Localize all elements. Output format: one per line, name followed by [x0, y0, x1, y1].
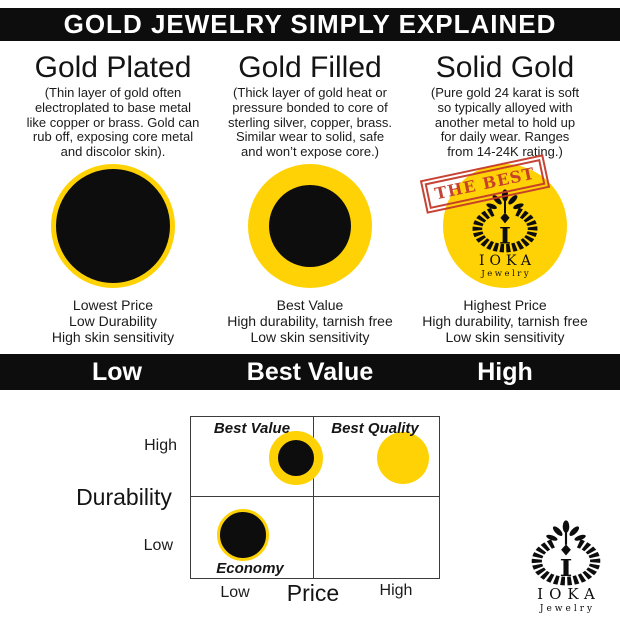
ioka-logo-corner: IOKA Jewelry — [516, 520, 616, 615]
scale-label-low: Low — [92, 358, 142, 386]
column-description: (Thick layer of gold heat or pressure bo… — [207, 85, 413, 160]
column-gold-filled: Gold Filled (Thick layer of gold heat or… — [207, 52, 413, 345]
scale-label-best-value: Best Value — [246, 358, 374, 386]
summary-line: High skin sensitivity — [51, 328, 175, 345]
title-banner: GOLD JEWELRY SIMPLY EXPLAINED — [0, 8, 620, 41]
column-summary: Lowest Price Low Durability High skin se… — [10, 297, 216, 345]
scale-label-high: High — [477, 358, 533, 386]
ioka-crest-icon — [529, 520, 603, 586]
label-best-quality: Best Quality — [331, 420, 419, 437]
summary-line: High durability, tarnish free — [422, 312, 588, 329]
column-description: (Pure gold 24 karat is soft so typically… — [402, 85, 608, 160]
x-axis-title: Price — [286, 580, 340, 606]
column-summary: Highest Price High durability, tarnish f… — [402, 297, 608, 345]
point-best-quality — [377, 432, 429, 484]
summary-line: Highest Price — [463, 296, 547, 313]
chart-divider-vertical — [313, 416, 314, 579]
summary-line: Low Durability — [69, 312, 157, 329]
description-line: for daily wear. Ranges — [440, 129, 570, 145]
ioka-logo-subtitle: Jewelry — [539, 604, 596, 614]
ioka-logo-subtitle: Jewelry — [481, 268, 532, 279]
column-heading: Gold Filled — [238, 51, 382, 84]
gold-filled-circle-icon — [248, 163, 372, 288]
description-line: electroplated to base metal — [34, 99, 192, 115]
label-best-value: Best Value — [213, 420, 291, 437]
description-line: pressure bonded to core of — [232, 99, 388, 115]
point-best-value — [269, 431, 323, 485]
chart-frame — [190, 416, 440, 579]
column-description: (Thin layer of gold often electroplated … — [10, 85, 216, 160]
ioka-logo-badge: IOKA Jewelry — [443, 164, 567, 288]
description-line: sterling silver, copper, brass. — [227, 114, 393, 130]
core-metal-circle — [269, 184, 351, 267]
description-line: Similar wear to solid, safe — [235, 129, 385, 145]
description-line: (Pure gold 24 karat is soft — [430, 85, 580, 100]
gold-ratio-figure — [207, 163, 413, 288]
description-line: and won’t expose core.) — [240, 144, 380, 160]
gold-ratio-figure: IOKA Jewelry THE BEST — [402, 154, 608, 288]
column-heading: Gold Plated — [34, 51, 192, 84]
summary-line: High durability, tarnish free — [227, 312, 393, 329]
description-line: so typically alloyed with — [437, 99, 573, 115]
description-line: another metal to hold up — [434, 114, 576, 130]
summary-line: Low skin sensitivity — [445, 328, 565, 345]
gold-ratio-figure — [10, 163, 216, 288]
column-solid-gold: Solid Gold (Pure gold 24 karat is soft s… — [402, 52, 608, 345]
description-line: rub off, exposing core metal — [32, 129, 194, 145]
label-economy: Economy — [216, 560, 284, 577]
gold-plated-circle-icon — [51, 163, 175, 288]
ioka-logo-name: IOKA — [537, 585, 601, 603]
y-axis-title: Durability — [76, 484, 172, 510]
solid-gold-circle-icon: IOKA Jewelry THE BEST — [419, 154, 567, 288]
column-heading: Solid Gold — [435, 51, 575, 84]
x-tick-high: High — [379, 582, 413, 599]
page-title: GOLD JEWELRY SIMPLY EXPLAINED — [63, 9, 557, 39]
description-line: like copper or brass. Gold can — [26, 114, 200, 130]
y-tick-high: High — [144, 437, 177, 454]
column-gold-plated: Gold Plated (Thin layer of gold often el… — [10, 52, 216, 345]
ioka-logo-name: IOKA — [478, 252, 536, 269]
description-line: (Thin layer of gold often — [44, 85, 182, 100]
description-line: and discolor skin). — [60, 144, 166, 160]
point-economy — [217, 509, 269, 561]
summary-line: Lowest Price — [72, 296, 154, 313]
x-tick-low: Low — [220, 584, 250, 601]
description-line: (Thick layer of gold heat or — [233, 85, 387, 100]
description-line: from 14-24K rating.) — [447, 144, 563, 160]
summary-line: Best Value — [276, 296, 344, 313]
y-tick-low: Low — [143, 537, 173, 554]
value-scale-bar: Low Best Value High — [0, 354, 620, 390]
column-summary: Best Value High durability, tarnish free… — [207, 297, 413, 345]
summary-line: Low skin sensitivity — [250, 328, 370, 345]
chart-divider-horizontal — [190, 496, 440, 497]
